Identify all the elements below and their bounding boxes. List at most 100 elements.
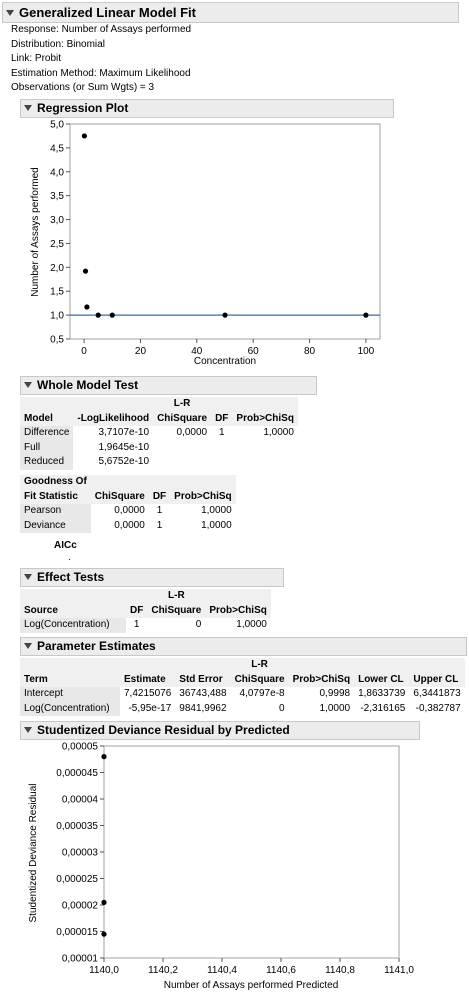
col-prob: Prob>ChiSq xyxy=(288,672,355,688)
section-title: Regression Plot xyxy=(37,101,129,115)
x-tick-label: 1140,4 xyxy=(207,965,237,976)
cell: 1,8633739 xyxy=(358,688,406,700)
row-label: Deviance xyxy=(20,518,91,534)
col-lower-cl: Lower CL xyxy=(354,672,410,688)
y-tick-label: 0,00002 xyxy=(62,901,99,912)
col-std-error: Std Error xyxy=(175,672,231,688)
cell: -0,382787 xyxy=(415,702,461,714)
cell: 0,0000 xyxy=(176,427,208,439)
data-point[interactable] xyxy=(222,312,228,318)
info-estimation: Estimation Method: Maximum Likelihood xyxy=(11,67,191,79)
table-row: Full 1,9645e-10 xyxy=(20,440,298,456)
y-tick-label: 0,00003 xyxy=(62,848,99,859)
cell: 9841,9962 xyxy=(179,702,227,714)
x-tick-label: 60 xyxy=(248,346,260,357)
data-point[interactable] xyxy=(101,754,107,760)
cell: 1 xyxy=(218,427,225,439)
disclosure-icon[interactable] xyxy=(6,10,14,17)
cell: -5,95e-17 xyxy=(128,702,172,714)
parameter-estimates-table: L-R Term Estimate Std Error ChiSquare Pr… xyxy=(20,658,465,717)
y-tick-label: 0,000035 xyxy=(56,821,98,832)
studentized-plot-svg: Studentized Deviance Residual 0,000010,0… xyxy=(28,742,414,992)
lr-header: L-R xyxy=(147,589,206,604)
section-whole-model-test[interactable]: Whole Model Test xyxy=(20,376,317,395)
section-effect-tests[interactable]: Effect Tests xyxy=(20,568,284,587)
x-tick-label: 20 xyxy=(135,346,147,357)
cell: -2,316165 xyxy=(360,702,406,714)
regression-plot-frame xyxy=(69,123,381,340)
col-upper-cl: Upper CL xyxy=(409,672,465,688)
row-label: Log(Concentration) xyxy=(20,618,126,633)
table-row: Intercept 7,4215076 36743,488 4,0797e-8 … xyxy=(20,687,465,702)
regression-plot-svg: Number of Assays performed 0,5 1,0 1,5 2,0 2… xyxy=(30,120,381,367)
col-chisq: ChiSquare xyxy=(153,411,212,427)
col-chisq: ChiSquare xyxy=(147,603,206,619)
section-parameter-estimates[interactable]: Parameter Estimates xyxy=(20,637,467,656)
data-point[interactable] xyxy=(101,931,107,937)
cell: 1 xyxy=(156,519,163,531)
y-tick-label: 0,5 xyxy=(50,335,64,346)
data-point[interactable] xyxy=(363,312,369,318)
row-label: Full xyxy=(20,440,74,456)
aicc-label: AICc xyxy=(54,540,77,551)
row-label: Reduced xyxy=(20,455,74,470)
col-estimate: Estimate xyxy=(120,672,176,688)
x-tick-label: 40 xyxy=(191,346,203,357)
model-info: Response: Number of Assays performed Dis… xyxy=(11,23,191,96)
regression-points xyxy=(81,133,369,318)
lr-header: L-R xyxy=(230,658,289,673)
y-tick-label: 1,5 xyxy=(50,287,64,298)
data-point[interactable] xyxy=(82,268,89,274)
data-point[interactable] xyxy=(95,312,101,318)
disclosure-icon[interactable] xyxy=(24,727,32,734)
table-row: Log(Concentration) -5,95e-17 9841,9962 0… xyxy=(20,701,465,717)
col-model: Model xyxy=(20,411,74,427)
cell: 5,6752e-10 xyxy=(98,456,150,468)
data-point[interactable] xyxy=(84,304,90,310)
y-tick-label: 0,00005 xyxy=(62,742,99,753)
report-title[interactable]: Generalized Linear Model Fit xyxy=(2,2,459,23)
studentized-ylabel: Studentized Deviance Residual xyxy=(28,784,39,923)
disclosure-icon[interactable] xyxy=(24,382,32,389)
row-label: Difference xyxy=(20,426,74,441)
section-title: Whole Model Test xyxy=(37,378,139,392)
cell: 1,0000 xyxy=(201,519,232,531)
col-df: DF xyxy=(211,411,233,427)
col-chisq: ChiSquare xyxy=(90,489,149,505)
cell: 1,0000 xyxy=(319,702,351,714)
row-label: Log(Concentration) xyxy=(20,701,120,717)
data-point[interactable] xyxy=(109,312,115,318)
gof-header: Goodness Of xyxy=(20,475,91,490)
x-tick-label: 1140,6 xyxy=(266,965,296,976)
y-tick-label: 4,5 xyxy=(50,143,64,154)
col-loglik: -LogLikelihood xyxy=(73,411,154,427)
x-tick-label: 1141,0 xyxy=(384,965,414,976)
y-tick-label: 2,5 xyxy=(50,239,64,250)
cell: 0 xyxy=(195,619,202,631)
section-studentized-residual[interactable]: Studentized Deviance Residual by Predict… xyxy=(20,721,420,740)
disclosure-icon[interactable] xyxy=(24,574,32,581)
y-tick-label: 3,5 xyxy=(50,191,64,202)
cell: 0,0000 xyxy=(114,505,145,517)
studentized-y-ticks: 0,00001 0,000015 0,00002 0,000025 0,00003 0,0… xyxy=(56,742,104,965)
y-tick-label: 0,000045 xyxy=(56,768,98,779)
section-regression-plot[interactable]: Regression Plot xyxy=(20,99,394,118)
info-response: Response: Number of Assays performed xyxy=(11,24,192,35)
cell: 1,0000 xyxy=(263,427,294,439)
cell: 1,9645e-10 xyxy=(98,441,150,453)
cell: 0,0000 xyxy=(114,519,145,531)
data-point[interactable] xyxy=(81,133,87,139)
section-title: Studentized Deviance Residual by Predict… xyxy=(37,723,290,737)
y-tick-label: 3,0 xyxy=(50,215,64,226)
cell: 4,0797e-8 xyxy=(239,688,285,700)
data-point[interactable] xyxy=(101,899,107,905)
effect-tests-table: L-R Source DF ChiSquare Prob>ChiSq Log(C… xyxy=(20,589,271,633)
disclosure-icon[interactable] xyxy=(24,643,32,650)
info-distribution: Distribution: Binomial xyxy=(11,38,105,50)
disclosure-icon[interactable] xyxy=(24,105,32,112)
regression-ylabel: Number of Assays performed xyxy=(30,167,41,297)
aicc-value: . xyxy=(68,552,71,563)
x-tick-label: 1140,8 xyxy=(325,965,355,976)
cell: 0,9998 xyxy=(319,688,351,700)
cell: 1 xyxy=(133,619,140,631)
